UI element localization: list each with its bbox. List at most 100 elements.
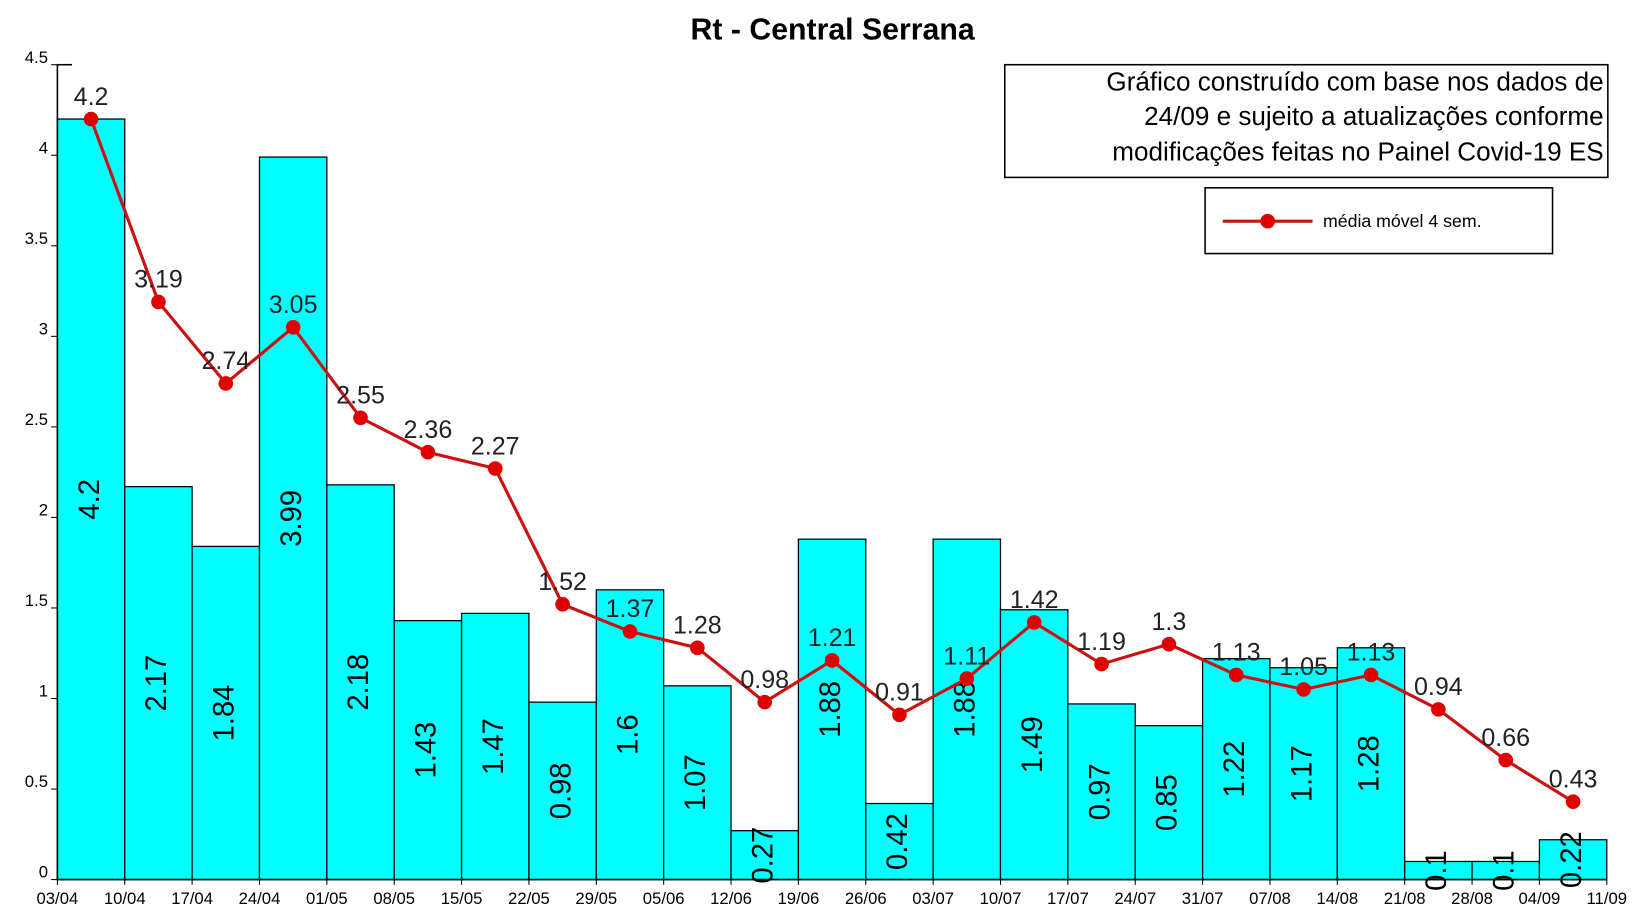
annotation: Gráfico construído com base nos dados de (1106, 66, 1603, 96)
line-label: 2.74 (201, 347, 250, 375)
x-tick-label: 07/08 (1249, 889, 1291, 908)
bar (124, 486, 193, 881)
bar-label: 0.22 (1556, 831, 1588, 888)
bar (191, 545, 261, 881)
bar-label: 0.1 (1421, 850, 1453, 891)
line-marker (1296, 682, 1311, 697)
x-tick-label: 29/05 (575, 889, 617, 908)
bar-label: 1.07 (680, 754, 712, 811)
line-label: 3.05 (269, 291, 318, 319)
bar-label: 1.6 (613, 714, 645, 755)
y-tick-label: 2.5 (25, 410, 48, 429)
x-tick-label: 17/07 (1047, 889, 1089, 908)
bar (528, 701, 597, 881)
bar (999, 609, 1069, 881)
line-marker (959, 671, 975, 686)
line-marker (824, 653, 840, 668)
x-tick-label: 03/07 (912, 889, 954, 908)
annotation-box (1003, 63, 1609, 179)
bar (663, 685, 732, 881)
chart-title: Rt - Central Serrana (691, 13, 976, 46)
x-tick-label: 17/04 (171, 889, 213, 908)
x-tick-label: 01/05 (306, 889, 348, 908)
line-marker (690, 640, 705, 656)
bar-label: 1.17 (1286, 745, 1318, 802)
bar-label: 2.17 (141, 655, 173, 712)
x-tick-label: 14/08 (1316, 889, 1358, 908)
y-tick-label: 1 (39, 682, 48, 701)
line-marker (757, 694, 773, 710)
bar-label: 0.42 (882, 813, 914, 870)
line-marker (285, 319, 301, 335)
x-tick-label: 08/05 (373, 889, 415, 908)
x-tick-label: 24/07 (1114, 889, 1156, 908)
bar (865, 802, 934, 881)
line-marker (1094, 656, 1109, 672)
line-marker (1026, 615, 1042, 630)
line-label: 1.11 (943, 642, 990, 670)
line-marker (218, 376, 234, 391)
x-tick-label: 10/07 (980, 889, 1022, 908)
y-tick-label: 1.5 (25, 591, 48, 610)
bar-label: 1.22 (1219, 741, 1251, 798)
x-tick-label: 11/09 (1587, 889, 1628, 908)
bar-label: 1.84 (209, 685, 241, 742)
line-marker (83, 111, 99, 127)
line-label: 4.2 (74, 83, 109, 111)
line-marker (1228, 667, 1244, 683)
line-label: 0.66 (1481, 724, 1530, 752)
bar-label: 1.47 (478, 718, 510, 775)
line-label: 1.19 (1077, 628, 1126, 656)
x-tick-label: 21/08 (1384, 889, 1426, 908)
legend: média móvel 4 sem. (1222, 211, 1482, 231)
line-label: 1.28 (673, 612, 722, 640)
line-label: 0.91 (875, 679, 924, 707)
bar (393, 620, 463, 881)
bar (730, 830, 800, 881)
line-marker (151, 294, 166, 310)
line-marker (487, 461, 503, 476)
line-marker (892, 707, 907, 723)
bar (932, 538, 1002, 881)
bar (326, 484, 395, 881)
bar-label: 1.49 (1017, 716, 1049, 773)
bar (1538, 839, 1608, 881)
line-marker (1363, 667, 1379, 683)
bar-label: 0.27 (747, 827, 779, 884)
line-label: 1.3 (1152, 608, 1187, 636)
line-marker (1431, 702, 1446, 717)
line-label: 2.55 (336, 382, 385, 410)
line-label: 2.27 (471, 432, 520, 460)
line-label: 0.98 (740, 666, 789, 694)
line-marker (1498, 752, 1514, 768)
line-label: 1.42 (1010, 586, 1059, 614)
line-marker (555, 597, 570, 612)
line-label: 3.19 (134, 266, 183, 294)
line-marker (420, 444, 436, 460)
x-tick-label: 26/06 (845, 889, 887, 908)
bar-label: 1.88 (950, 681, 982, 738)
bar-label: 1.43 (411, 722, 443, 779)
line-label: 1.52 (538, 568, 587, 596)
bar (1201, 658, 1271, 881)
y-tick-label: 2 (39, 501, 48, 520)
line-label: 1.37 (606, 595, 655, 623)
bar (460, 612, 530, 881)
x-tick-label: 22/05 (508, 889, 550, 908)
line-label: 1.13 (1212, 639, 1261, 667)
y-tick-label: 3 (39, 319, 48, 338)
bar (56, 118, 126, 881)
bar-label: 0.1 (1488, 850, 1520, 891)
x-tick-label: 05/06 (643, 889, 685, 908)
annotation: modificações feitas no Painel Covid-19 E… (1112, 136, 1603, 166)
bar-label: 1.88 (815, 681, 847, 738)
bar-label: 0.97 (1084, 763, 1116, 820)
x-tick-label: 12/06 (710, 889, 752, 908)
legend-label: média móvel 4 sem. (1323, 211, 1482, 231)
x-tick-label: 19/06 (778, 889, 820, 908)
bar-label: 3.99 (276, 490, 308, 547)
x-tick-label: 15/05 (441, 889, 483, 908)
line-label: 1.05 (1279, 653, 1328, 681)
